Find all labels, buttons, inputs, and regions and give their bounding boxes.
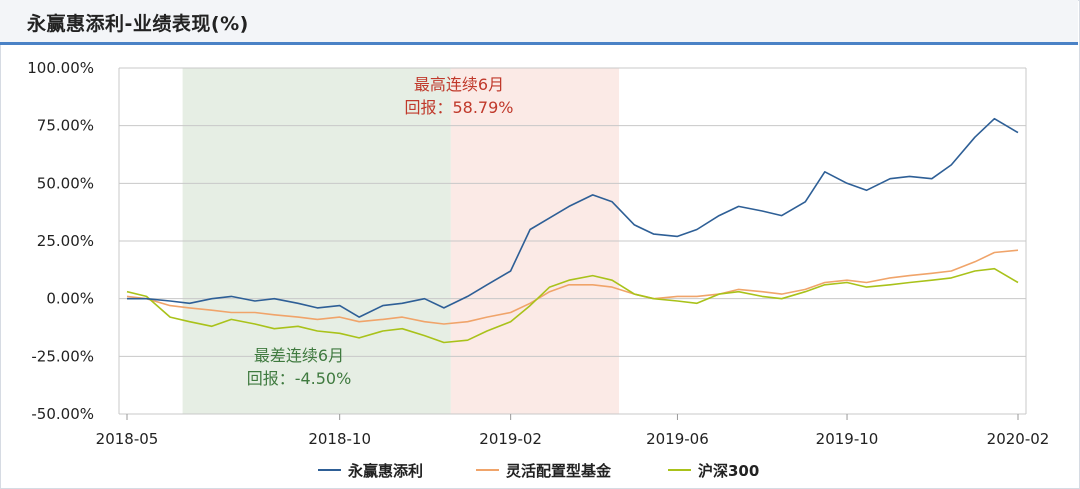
best-period-label: 最高连续6月 [414,75,504,94]
fund-line [127,117,1019,318]
index-line [126,267,1019,344]
x-tick-label: 2020-02 [987,430,1050,448]
worst-period-label: 最差连续6月 [254,346,344,365]
y-tick-label: 25.00% [37,232,94,250]
page-title: 永赢惠添利-业绩表现(%) [27,13,249,35]
y-tick-label: 100.00% [27,59,94,77]
panel-header: 永赢惠添利-业绩表现(%) [0,0,1078,45]
y-tick-label: 75.00% [37,117,94,135]
legend-label: 永赢惠添利 [347,462,423,480]
best-period-return: 回报：58.79% [404,98,513,117]
legend-label: 灵活配置型基金 [506,462,612,480]
x-tick-label: 2019-02 [479,430,542,448]
y-tick-label: 50.00% [37,174,94,192]
x-tick-label: 2019-10 [816,430,879,448]
x-tick-label: 2019-06 [646,430,709,448]
y-tick-label: -50.00% [31,405,94,423]
worst-period-return: 回报：-4.50% [247,369,352,388]
legend-label: 沪深300 [698,462,759,480]
y-tick-label: -25.00% [31,347,94,365]
peer-line [126,249,1019,325]
x-tick-label: 2018-10 [308,430,371,448]
x-tick-label: 2018-05 [96,430,159,448]
y-tick-label: 0.00% [46,290,94,308]
